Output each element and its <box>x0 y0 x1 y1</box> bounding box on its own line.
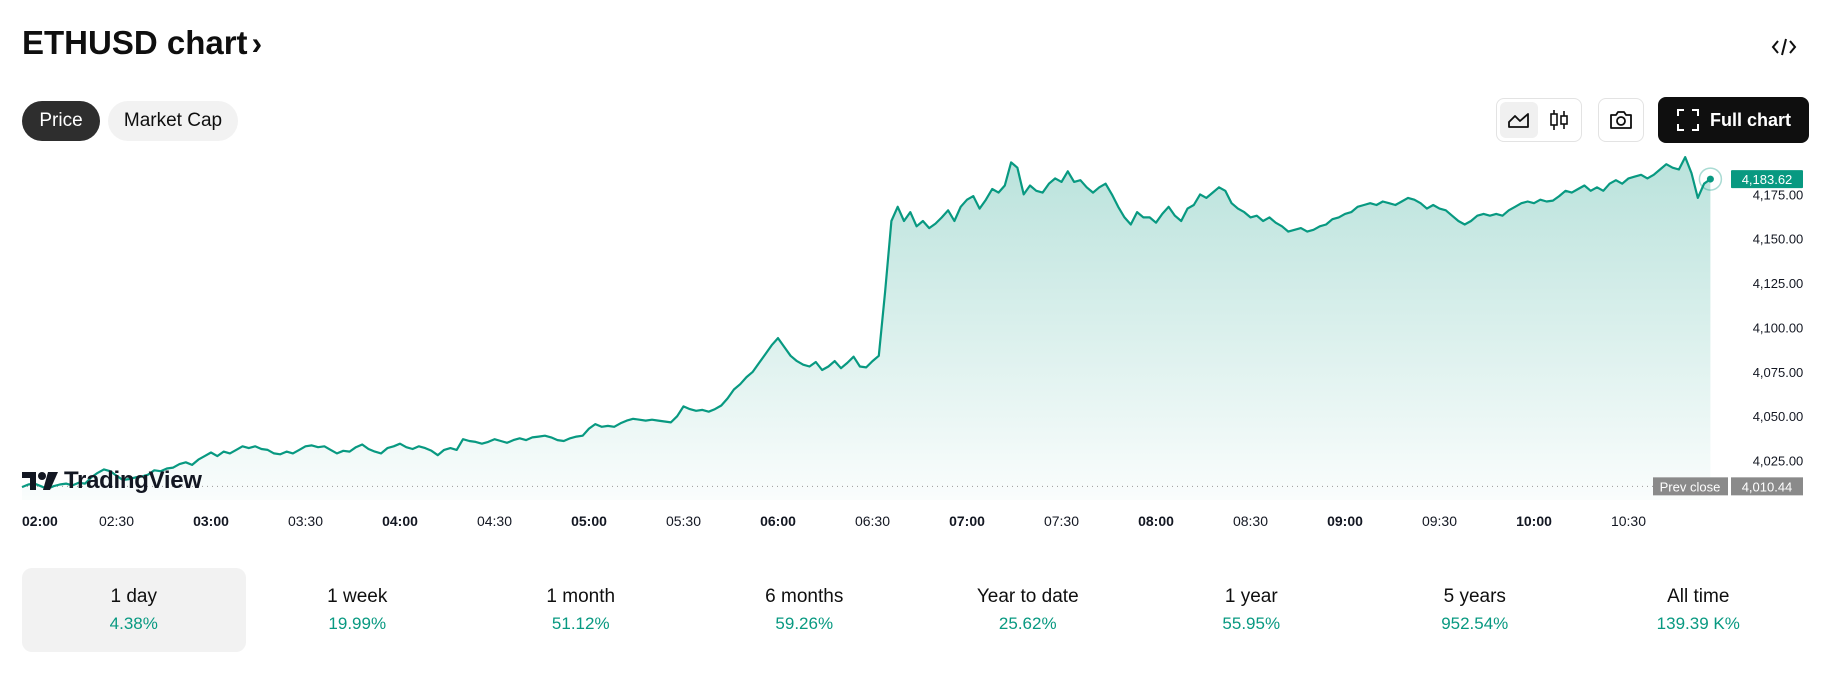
period-1-year[interactable]: 1 year 55.95% <box>1140 568 1364 652</box>
x-tick-label: 03:00 <box>193 513 229 529</box>
y-tick-label: 4,050.00 <box>1753 409 1804 424</box>
price-line <box>21 156 1712 490</box>
tradingview-logo[interactable]: TradingView <box>22 466 202 496</box>
x-tick-label: 03:30 <box>288 513 323 529</box>
embed-button[interactable] <box>1766 30 1802 64</box>
page-title: ETHUSD chart <box>22 24 248 61</box>
y-tick-label: 4,100.00 <box>1753 320 1804 335</box>
camera-icon <box>1610 111 1632 129</box>
last-price-label: 4,183.62 <box>1742 172 1793 187</box>
x-tick-label: 08:30 <box>1233 513 1268 529</box>
period-change: 55.95% <box>1222 614 1281 633</box>
prev-close-label: Prev close <box>1660 479 1721 494</box>
period-change: 19.99% <box>328 614 387 633</box>
y-tick-label: 4,025.00 <box>1753 454 1804 469</box>
x-tick-label: 07:30 <box>1044 513 1079 529</box>
period-1-month[interactable]: 1 month 51.12% <box>469 568 693 652</box>
x-tick-label: 06:00 <box>760 513 796 529</box>
period-change: 4.38% <box>109 614 158 633</box>
period-1-week[interactable]: 1 week 19.99% <box>246 568 470 652</box>
full-chart-button[interactable]: Full chart <box>1658 97 1809 143</box>
x-tick-label: 02:00 <box>22 513 58 529</box>
x-tick-label: 10:00 <box>1516 513 1552 529</box>
period-6-months[interactable]: 6 months 59.26% <box>693 568 917 652</box>
x-tick-label: 08:00 <box>1138 513 1174 529</box>
x-tick-label: 05:00 <box>571 513 607 529</box>
x-tick-label: 05:30 <box>666 513 701 529</box>
period-year-to-date[interactable]: Year to date 25.62% <box>916 568 1140 652</box>
period-label: 5 years <box>1443 586 1506 607</box>
tradingview-logo-text: TradingView <box>64 467 202 494</box>
period-change: 51.12% <box>551 614 610 633</box>
period-label: 1 day <box>110 586 157 607</box>
fullscreen-icon <box>1676 109 1699 131</box>
period-5-years[interactable]: 5 years 952.54% <box>1363 568 1587 652</box>
last-price-marker <box>1706 175 1714 183</box>
x-tick-label: 04:30 <box>477 513 512 529</box>
y-tick-label: 4,150.00 <box>1753 232 1804 247</box>
x-tick-label: 02:30 <box>99 513 134 529</box>
x-tick-label: 10:30 <box>1611 513 1646 529</box>
period-label: 1 week <box>327 586 388 607</box>
chart-title-link[interactable]: ETHUSD chart › <box>22 24 262 62</box>
x-tick-label: 07:00 <box>949 513 985 529</box>
x-tick-label: 09:30 <box>1422 513 1457 529</box>
candlestick-icon <box>1550 110 1568 130</box>
period-label: 1 year <box>1224 586 1278 607</box>
full-chart-label: Full chart <box>1709 109 1791 130</box>
prev-close-value: 4,010.44 <box>1742 479 1793 494</box>
snapshot-button[interactable] <box>1598 98 1644 142</box>
chevron-right-icon: › <box>251 24 263 61</box>
period-change: 139.39 K% <box>1656 614 1740 633</box>
last-price-badge <box>1731 170 1803 189</box>
last-price-marker-halo <box>1698 167 1723 191</box>
y-tick-label: 4,175.00 <box>1753 187 1804 202</box>
area-chart-icon <box>1508 113 1529 128</box>
y-tick-label: 4,075.00 <box>1753 365 1804 380</box>
candles-style-button[interactable] <box>1540 102 1578 138</box>
period-label: All time <box>1667 586 1730 607</box>
period-selector: 1 day 4.38% 1 week 19.99% 1 month 51.12% 6 … <box>22 568 1810 652</box>
period-1-day[interactable]: 1 day 4.38% <box>22 568 246 652</box>
y-tick-label: 4,125.00 <box>1753 276 1804 291</box>
x-tick-label: 09:00 <box>1327 513 1363 529</box>
price-chart[interactable]: 4,025.00 4,050.00 4,075.00 4,100.00 4,125.00… <box>0 150 1824 540</box>
period-label: 6 months <box>765 586 844 607</box>
code-icon <box>1771 38 1797 56</box>
tradingview-logo-icon <box>22 472 58 490</box>
period-change: 952.54% <box>1441 614 1509 633</box>
x-tick-label: 06:30 <box>855 513 890 529</box>
prev-close-value-badge <box>1731 477 1803 496</box>
period-change: 25.62% <box>998 614 1057 633</box>
tab-price[interactable]: Price <box>22 101 100 141</box>
x-tick-label: 04:00 <box>382 513 418 529</box>
period-all-time[interactable]: All time 139.39 K% <box>1587 568 1811 652</box>
area-style-button[interactable] <box>1500 102 1538 138</box>
period-label: 1 month <box>546 586 616 607</box>
chart-style-toggle <box>1496 98 1582 142</box>
period-change: 59.26% <box>775 614 834 633</box>
tab-market-cap[interactable]: Market Cap <box>108 101 238 141</box>
period-label: Year to date <box>976 586 1079 607</box>
prev-close-badge <box>1653 477 1728 496</box>
price-area-fill <box>22 157 1711 500</box>
